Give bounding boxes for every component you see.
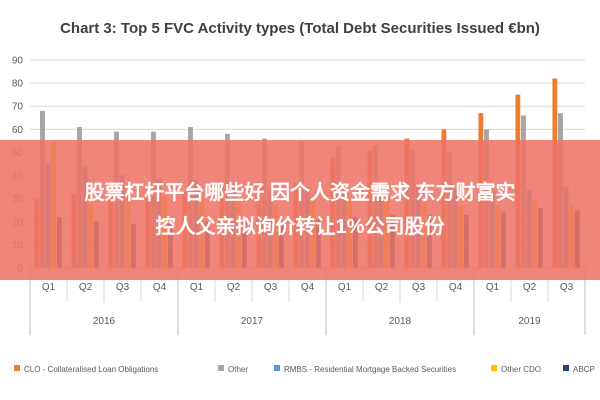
x-tick-label: Q4 [153,282,167,293]
y-tick-label: 70 [12,102,24,113]
legend: CLO - Collateralised Loan Obligations Oth… [14,365,595,374]
y-tick-label: 60 [12,125,24,136]
headline-line-1: 股票杠杆平台哪些好 因个人资金需求 东方财富实 [84,182,516,204]
y-tick-label: 80 [12,79,24,90]
x-tick-label: Q2 [79,282,93,293]
x-tick-label: Q4 [449,282,463,293]
x-tick-label: Q1 [338,282,352,293]
legend-label: Other [228,365,248,374]
legend-label: RMBS - Residential Mortgage Backed Secur… [284,365,456,374]
year-group-label: 2018 [389,316,412,327]
x-tick-label: Q2 [227,282,241,293]
x-tick-label: Q1 [486,282,500,293]
legend-label: CLO - Collateralised Loan Obligations [24,365,158,374]
legend-label: ABCP [573,365,595,374]
year-group-label: 2019 [518,316,541,327]
x-tick-label: Q4 [301,282,315,293]
x-tick-label: Q3 [264,282,278,293]
chart-title: Chart 3: Top 5 FVC Activity types (Total… [60,20,540,37]
legend-swatch [563,365,569,371]
legend-swatch [491,365,497,371]
legend-swatch [274,365,280,371]
legend-swatch [218,365,224,371]
y-tick-label: 90 [12,56,24,67]
x-tick-label: Q3 [560,282,574,293]
legend-label: Other CDO [501,365,541,374]
x-tick-label: Q1 [42,282,56,293]
x-tick-label: Q3 [116,282,130,293]
x-tick-label: Q1 [190,282,204,293]
year-group-label: 2017 [241,316,264,327]
legend-swatch [14,365,20,371]
x-tick-label: Q2 [523,282,537,293]
x-tick-label: Q2 [375,282,389,293]
headline-banner[interactable]: 股票杠杆平台哪些好 因个人资金需求 东方财富实 控人父亲拟询价转让1%公司股份 [0,140,600,280]
year-group-label: 2016 [93,316,116,327]
x-tick-label: Q3 [412,282,426,293]
headline-line-2: 控人父亲拟询价转让1%公司股份 [155,216,445,238]
